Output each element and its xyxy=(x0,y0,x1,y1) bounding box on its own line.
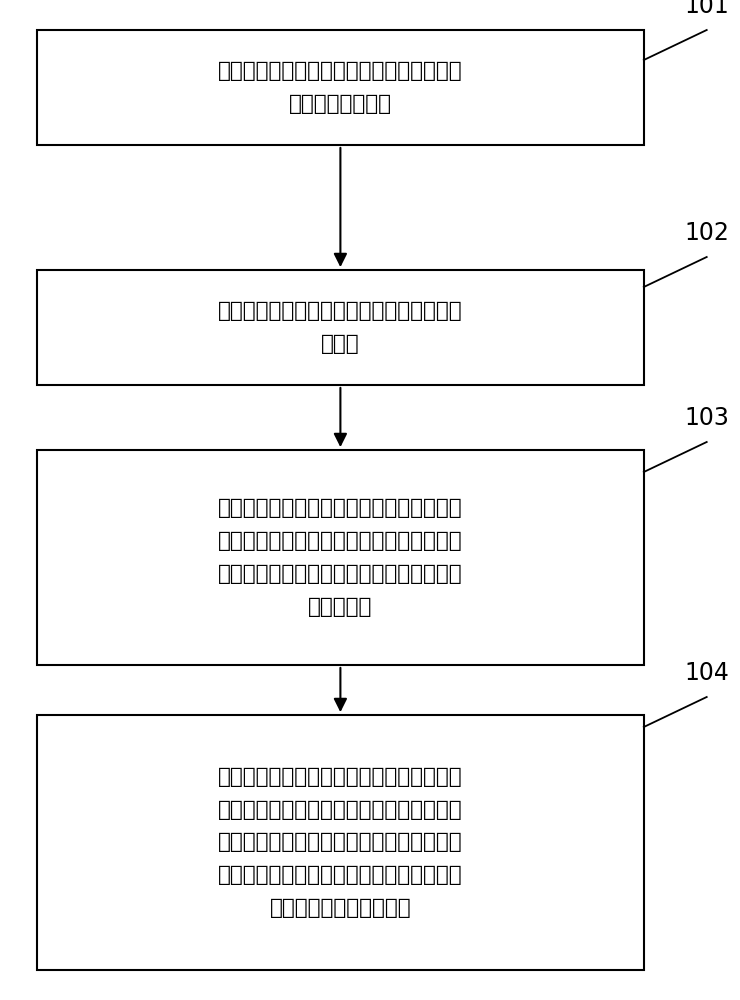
Bar xyxy=(37,30,644,145)
Text: 通过组合惯导系统的位姿信息，结合计算的
外参初值，对激光雷达采集的不同位置的点
云按照迭代就近点算法进行拼接，并计算匹
配距离残差: 通过组合惯导系统的位姿信息，结合计算的 外参初值，对激光雷达采集的不同位置的点 … xyxy=(218,498,462,617)
Bar xyxy=(37,715,644,970)
Text: 采用非线性优化算法优化外参，使用优化后
的外参更新外参初值后重新计算匹配距离残
差，并进行重复迭代计算；直到匹配距离残
差小于预设阈值或迭代次数达到最大迭代次
: 采用非线性优化算法优化外参，使用优化后 的外参更新外参初值后重新计算匹配距离残 … xyxy=(218,767,462,918)
Text: 101: 101 xyxy=(684,0,729,18)
Bar xyxy=(37,270,644,385)
Bar xyxy=(37,450,644,665)
Text: 102: 102 xyxy=(684,221,729,245)
Text: 基于采集到的数据使用手眼标定方法计算外
参初值: 基于采集到的数据使用手眼标定方法计算外 参初值 xyxy=(218,301,462,354)
Text: 104: 104 xyxy=(684,661,729,685)
Text: 103: 103 xyxy=(684,406,729,430)
Text: 在选择的标定场景中，按照预设多方向采集
路线进行数据采集: 在选择的标定场景中，按照预设多方向采集 路线进行数据采集 xyxy=(218,61,462,114)
